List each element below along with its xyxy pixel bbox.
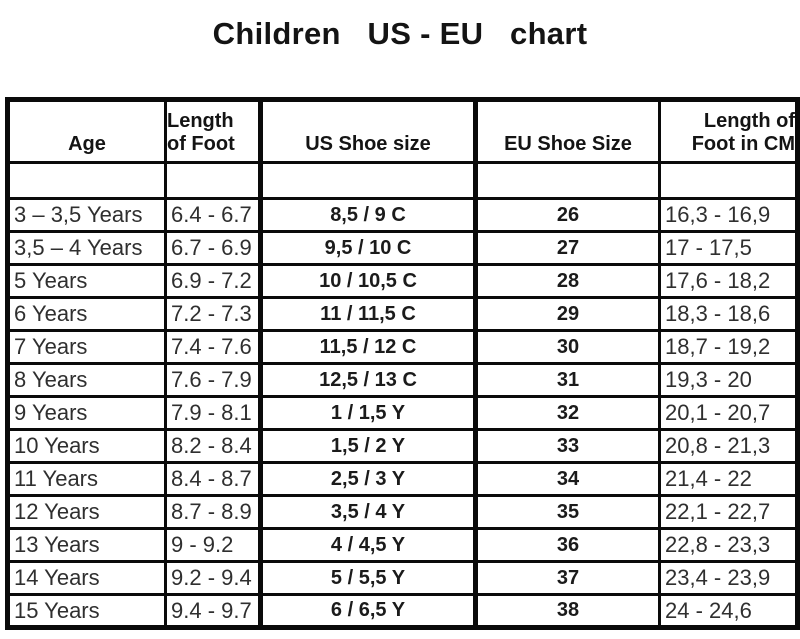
cell-length-of-foot: 8.4 - 8.7 — [164, 461, 262, 497]
spacer-cell — [658, 161, 799, 200]
header-row: Age Length of Foot US Shoe size EU Shoe … — [6, 98, 799, 164]
header-length-of-foot: Length of Foot — [164, 98, 262, 164]
cell-length-of-foot: 6.7 - 6.9 — [164, 230, 262, 266]
cell-length-of-foot: 8.2 - 8.4 — [164, 428, 262, 464]
cell-length-of-foot: 7.4 - 7.6 — [164, 329, 262, 365]
cell-us-shoe-size: 2,5 / 3 Y — [258, 461, 478, 497]
cell-length-of-foot-cm: 22,1 - 22,7 — [658, 494, 799, 530]
header-age: Age — [6, 98, 167, 164]
cell-us-shoe-size: 11 / 11,5 C — [258, 296, 478, 332]
spacer-cell — [474, 161, 661, 200]
cell-us-shoe-size: 5 / 5,5 Y — [258, 560, 478, 596]
cell-eu-shoe-size: 31 — [474, 362, 661, 398]
spacer-cell — [258, 161, 478, 200]
table-body: 3 – 3,5 Years 6.4 - 6.7 8,5 / 9 C 26 16,… — [6, 197, 799, 629]
cell-length-of-foot: 9.4 - 9.7 — [164, 593, 262, 629]
size-chart-table: Age Length of Foot US Shoe size EU Shoe … — [5, 97, 800, 630]
cell-eu-shoe-size: 27 — [474, 230, 661, 266]
spacer-row — [6, 161, 799, 200]
cell-length-of-foot-cm: 18,7 - 19,2 — [658, 329, 799, 365]
table-row: 13 Years 9 - 9.2 4 / 4,5 Y 36 22,8 - 23,… — [6, 527, 799, 563]
table-row: 14 Years 9.2 - 9.4 5 / 5,5 Y 37 23,4 - 2… — [6, 560, 799, 596]
cell-us-shoe-size: 1,5 / 2 Y — [258, 428, 478, 464]
cell-us-shoe-size: 6 / 6,5 Y — [258, 593, 478, 629]
cell-length-of-foot: 6.9 - 7.2 — [164, 263, 262, 299]
table-row: 3 – 3,5 Years 6.4 - 6.7 8,5 / 9 C 26 16,… — [6, 197, 799, 233]
cell-us-shoe-size: 3,5 / 4 Y — [258, 494, 478, 530]
cell-eu-shoe-size: 33 — [474, 428, 661, 464]
cell-length-of-foot: 9.2 - 9.4 — [164, 560, 262, 596]
cell-length-of-foot: 7.9 - 8.1 — [164, 395, 262, 431]
cell-eu-shoe-size: 37 — [474, 560, 661, 596]
cell-eu-shoe-size: 30 — [474, 329, 661, 365]
cell-eu-shoe-size: 35 — [474, 494, 661, 530]
cell-age: 9 Years — [6, 395, 167, 431]
cell-age: 3 – 3,5 Years — [6, 197, 167, 233]
cell-age: 13 Years — [6, 527, 167, 563]
cell-eu-shoe-size: 29 — [474, 296, 661, 332]
cell-length-of-foot-cm: 21,4 - 22 — [658, 461, 799, 497]
table-row: 6 Years 7.2 - 7.3 11 / 11,5 C 29 18,3 - … — [6, 296, 799, 332]
cell-us-shoe-size: 10 / 10,5 C — [258, 263, 478, 299]
cell-eu-shoe-size: 34 — [474, 461, 661, 497]
cell-length-of-foot-cm: 17,6 - 18,2 — [658, 263, 799, 299]
header-eu-shoe-size: EU Shoe Size — [474, 98, 661, 164]
cell-length-of-foot-cm: 20,1 - 20,7 — [658, 395, 799, 431]
cell-length-of-foot-cm: 18,3 - 18,6 — [658, 296, 799, 332]
page-title: Children US - EU chart — [212, 16, 588, 51]
table-row: 9 Years 7.9 - 8.1 1 / 1,5 Y 32 20,1 - 20… — [6, 395, 799, 431]
cell-age: 6 Years — [6, 296, 167, 332]
table-row: 7 Years 7.4 - 7.6 11,5 / 12 C 30 18,7 - … — [6, 329, 799, 365]
cell-length-of-foot-cm: 22,8 - 23,3 — [658, 527, 799, 563]
cell-eu-shoe-size: 38 — [474, 593, 661, 629]
cell-length-of-foot: 9 - 9.2 — [164, 527, 262, 563]
cell-length-of-foot-cm: 19,3 - 20 — [658, 362, 799, 398]
cell-age: 14 Years — [6, 560, 167, 596]
header-length-of-foot-cm: Length of Foot in CM — [658, 98, 799, 164]
header-us-shoe-size: US Shoe size — [258, 98, 478, 164]
cell-eu-shoe-size: 32 — [474, 395, 661, 431]
table-row: 11 Years 8.4 - 8.7 2,5 / 3 Y 34 21,4 - 2… — [6, 461, 799, 497]
cell-us-shoe-size: 4 / 4,5 Y — [258, 527, 478, 563]
cell-eu-shoe-size: 36 — [474, 527, 661, 563]
cell-age: 8 Years — [6, 362, 167, 398]
cell-age: 15 Years — [6, 593, 167, 629]
cell-eu-shoe-size: 26 — [474, 197, 661, 233]
cell-length-of-foot: 8.7 - 8.9 — [164, 494, 262, 530]
cell-us-shoe-size: 8,5 / 9 C — [258, 197, 478, 233]
cell-length-of-foot-cm: 20,8 - 21,3 — [658, 428, 799, 464]
cell-length-of-foot: 7.2 - 7.3 — [164, 296, 262, 332]
cell-eu-shoe-size: 28 — [474, 263, 661, 299]
cell-length-of-foot-cm: 17 - 17,5 — [658, 230, 799, 266]
table-row: 5 Years 6.9 - 7.2 10 / 10,5 C 28 17,6 - … — [6, 263, 799, 299]
cell-age: 7 Years — [6, 329, 167, 365]
table-row: 3,5 – 4 Years 6.7 - 6.9 9,5 / 10 C 27 17… — [6, 230, 799, 266]
cell-length-of-foot: 7.6 - 7.9 — [164, 362, 262, 398]
cell-age: 12 Years — [6, 494, 167, 530]
cell-length-of-foot-cm: 24 - 24,6 — [658, 593, 799, 629]
cell-age: 5 Years — [6, 263, 167, 299]
cell-age: 3,5 – 4 Years — [6, 230, 167, 266]
table-row: 10 Years 8.2 - 8.4 1,5 / 2 Y 33 20,8 - 2… — [6, 428, 799, 464]
cell-length-of-foot-cm: 23,4 - 23,9 — [658, 560, 799, 596]
table-row: 15 Years 9.4 - 9.7 6 / 6,5 Y 38 24 - 24,… — [6, 593, 799, 629]
cell-length-of-foot: 6.4 - 6.7 — [164, 197, 262, 233]
spacer-cell — [164, 161, 262, 200]
cell-us-shoe-size: 1 / 1,5 Y — [258, 395, 478, 431]
cell-us-shoe-size: 12,5 / 13 C — [258, 362, 478, 398]
cell-us-shoe-size: 9,5 / 10 C — [258, 230, 478, 266]
cell-age: 11 Years — [6, 461, 167, 497]
spacer-cell — [6, 161, 167, 200]
table-row: 12 Years 8.7 - 8.9 3,5 / 4 Y 35 22,1 - 2… — [6, 494, 799, 530]
table-row: 8 Years 7.6 - 7.9 12,5 / 13 C 31 19,3 - … — [6, 362, 799, 398]
cell-us-shoe-size: 11,5 / 12 C — [258, 329, 478, 365]
cell-age: 10 Years — [6, 428, 167, 464]
cell-length-of-foot-cm: 16,3 - 16,9 — [658, 197, 799, 233]
